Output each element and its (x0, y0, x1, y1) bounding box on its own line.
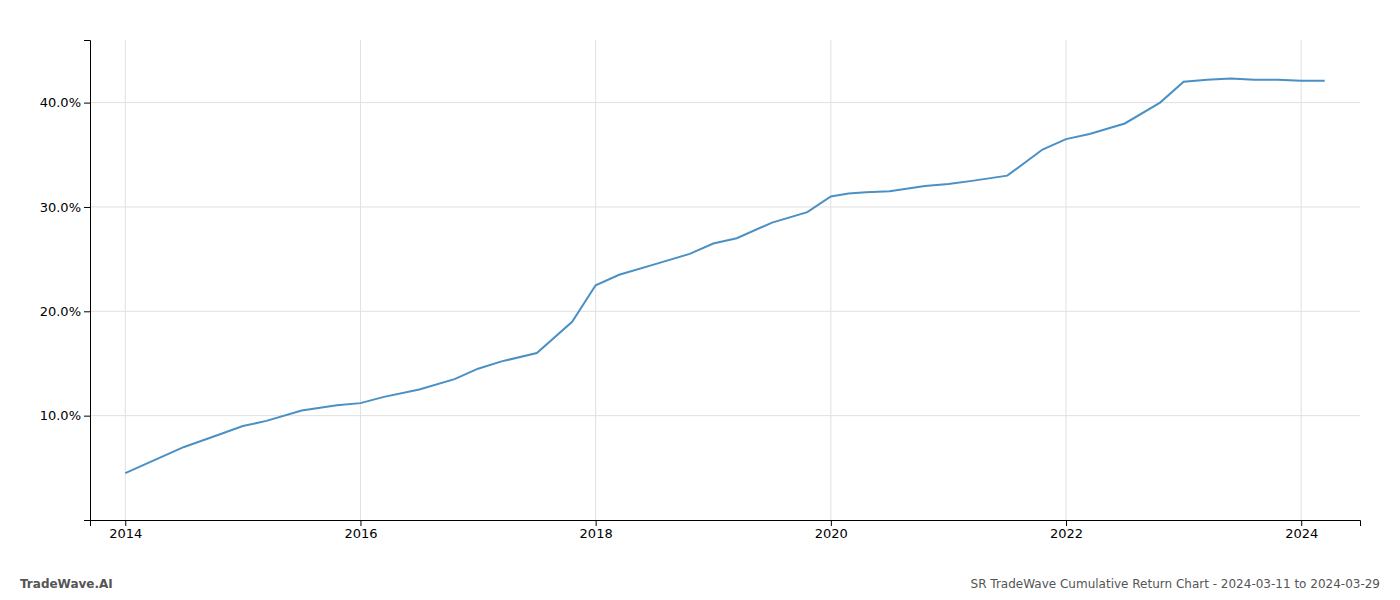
y-tick: 20.0% (40, 304, 90, 319)
grid-line-x (125, 40, 126, 520)
x-tick-mark (831, 520, 832, 526)
x-tick-mark (360, 520, 361, 526)
grid-line-x (595, 40, 596, 520)
y-tick: 40.0% (40, 95, 90, 110)
x-axis-line (91, 521, 1361, 527)
x-tick: 2016 (344, 520, 377, 541)
x-tick-mark (1301, 520, 1302, 526)
marks (125, 79, 1324, 473)
x-tick: 2014 (109, 520, 142, 541)
annotation-right: SR TradeWave Cumulative Return Chart - 2… (971, 577, 1380, 591)
grid-line-x (360, 40, 361, 520)
y-tick-mark (84, 416, 90, 417)
grid-line-y (90, 206, 1360, 207)
x-tick-label: 2022 (1050, 526, 1083, 541)
y-axis: 10.0% 20.0% 30.0% 40.0% (40, 41, 91, 521)
line (125, 79, 1324, 473)
y-axis-line (84, 41, 91, 521)
y-tick-label: 40.0% (40, 95, 81, 110)
x-tick: 2022 (1050, 520, 1083, 541)
x-tick-label: 2020 (815, 526, 848, 541)
x-tick: 2024 (1285, 520, 1318, 541)
x-tick: 2020 (815, 520, 848, 541)
grid (90, 40, 1360, 520)
annotation-left: TradeWave.AI (20, 577, 113, 591)
y-tick-mark (84, 103, 90, 104)
x-tick-mark (596, 520, 597, 526)
grid-line-x (830, 40, 831, 520)
x-axis: 2014 2016 2018 2020 2022 2024 (91, 520, 1361, 541)
chart: 2014 2016 2018 2020 2022 2024 10.0% 20.0% 30.0% 4… (0, 0, 1400, 600)
y-tick-mark (84, 207, 90, 208)
x-tick-mark (1066, 520, 1067, 526)
y-tick: 30.0% (40, 200, 90, 215)
x-tick-mark (125, 520, 126, 526)
y-tick-label: 20.0% (40, 304, 81, 319)
grid-line-y (90, 102, 1360, 103)
x-tick-label: 2014 (109, 526, 142, 541)
x-tick: 2018 (580, 520, 613, 541)
y-tick-label: 30.0% (40, 200, 81, 215)
y-tick-mark (84, 311, 90, 312)
grid-line-x (1301, 40, 1302, 520)
x-tick-label: 2016 (344, 526, 377, 541)
y-tick-label: 10.0% (40, 408, 81, 423)
x-tick-label: 2024 (1285, 526, 1318, 541)
grid-line-y (90, 311, 1360, 312)
grid-line-x (1066, 40, 1067, 520)
x-tick-label: 2018 (580, 526, 613, 541)
plot-area: 2014 2016 2018 2020 2022 2024 10.0% 20.0% 30.0% 4… (40, 40, 1361, 541)
y-tick: 10.0% (40, 408, 90, 423)
